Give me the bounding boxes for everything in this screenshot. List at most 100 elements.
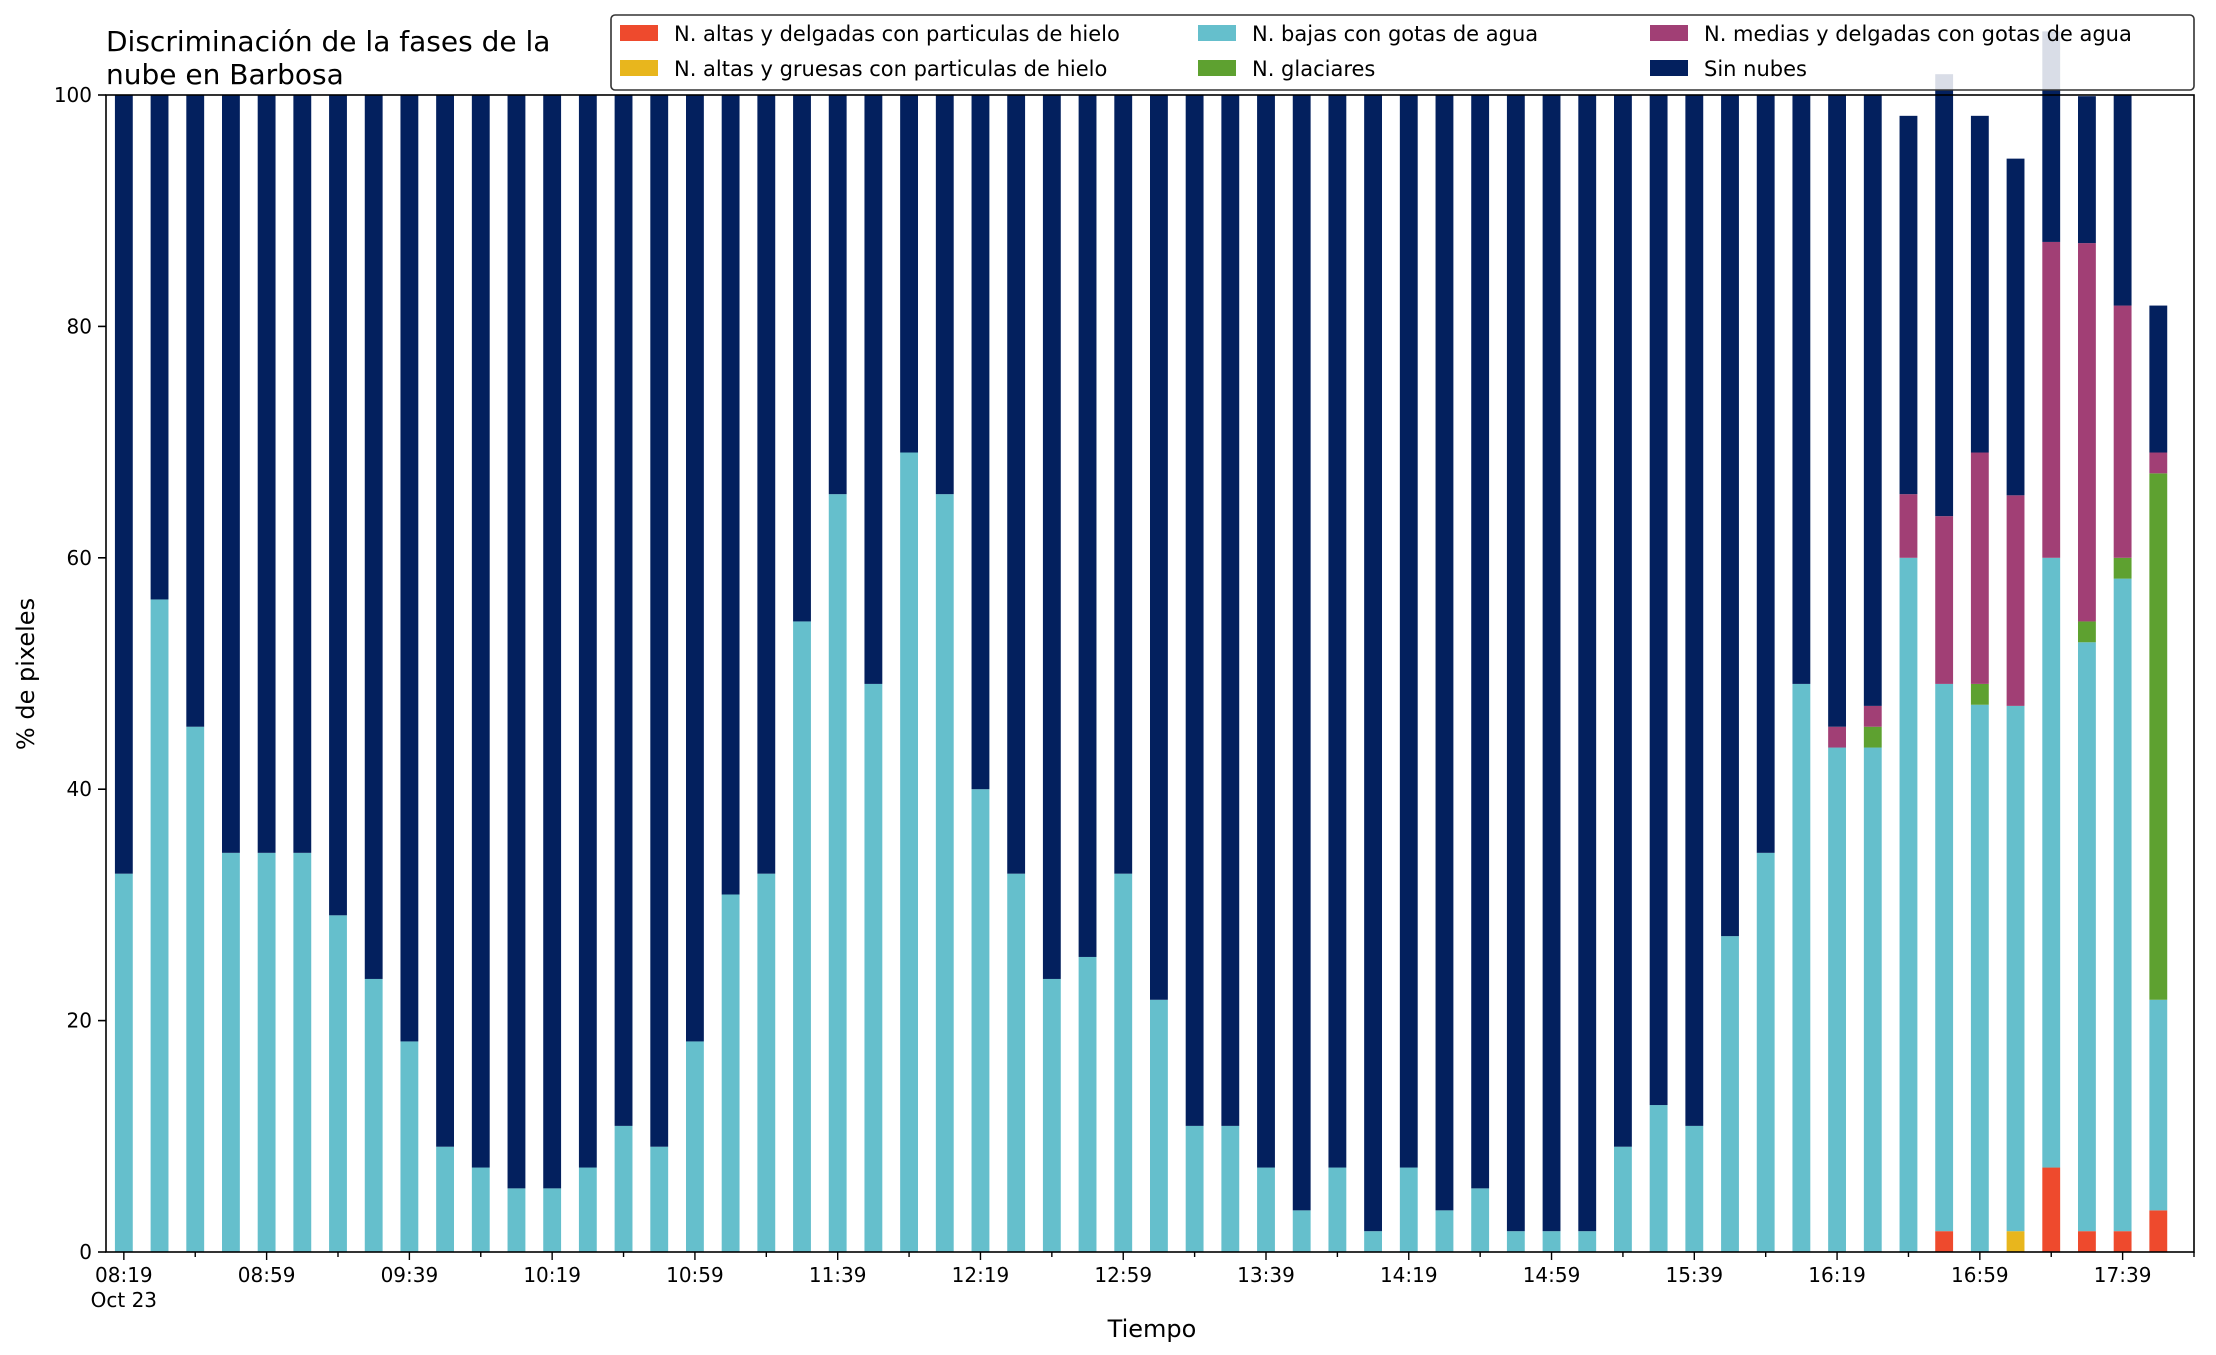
bar-segment	[1756, 852, 1775, 1252]
bar-segment	[971, 789, 990, 1252]
bar-segment	[222, 95, 240, 853]
bar-segment	[1292, 95, 1311, 1211]
bar-segment	[507, 95, 526, 1189]
chart-title-line-1: Discriminación de la fases de la	[106, 25, 550, 58]
bar-segment	[1649, 1105, 1668, 1252]
legend-box	[610, 14, 2195, 91]
legend-swatch	[1198, 25, 1236, 41]
bar-segment	[1935, 516, 1954, 684]
bar-segment	[2113, 578, 2132, 1232]
bar-segment	[1792, 683, 1811, 1252]
bar-segment	[935, 494, 954, 1252]
bar-segment	[1506, 95, 1525, 1232]
bar-segment	[186, 726, 205, 1252]
legend-label: N. bajas con gotas de agua	[1252, 22, 1538, 46]
bar-segment	[1114, 873, 1133, 1252]
bar-segment	[150, 95, 169, 600]
bar-segment	[1970, 683, 1989, 705]
bar-segment	[793, 95, 811, 622]
bar-segment	[1756, 95, 1775, 853]
bar-segment	[1150, 95, 1168, 1000]
bar-segment	[2006, 705, 2025, 1232]
bar-segment	[2149, 473, 2168, 1000]
bar-segment	[329, 95, 347, 916]
bar-segment	[650, 1146, 669, 1252]
x-tick-label: 14:19	[1380, 1263, 1438, 1287]
bar-segment	[1649, 95, 1668, 1106]
legend-swatch	[620, 60, 658, 76]
bar-segment	[1935, 1231, 1954, 1252]
legend-swatch	[1650, 60, 1688, 76]
bar-segment	[1007, 95, 1026, 874]
bar-segment	[1007, 873, 1026, 1252]
bar-segment	[1506, 1231, 1525, 1252]
x-tick-label: 10:19	[523, 1263, 581, 1287]
bar-segment	[436, 95, 454, 1147]
bar-segment	[1185, 1125, 1204, 1252]
bar-segment	[2006, 495, 2025, 706]
bar-segment	[2078, 1231, 2096, 1252]
bar-segment	[614, 95, 633, 1126]
bar-segment	[2113, 557, 2132, 579]
bar-segment	[1970, 452, 1989, 684]
bar-segment	[1685, 1125, 1704, 1252]
bar-segment	[1221, 95, 1240, 1126]
legend-label: N. glaciares	[1252, 57, 1375, 81]
bar-segment	[1042, 978, 1061, 1252]
bar-segment	[721, 95, 740, 895]
bar-segment	[2078, 96, 2096, 244]
bar-segment	[1685, 95, 1704, 1126]
bar-segment	[400, 95, 419, 1042]
bar-segment	[686, 95, 704, 1042]
x-tick-label: 16:59	[1951, 1263, 2009, 1287]
bar-segment	[471, 1167, 490, 1252]
x-tick-label: 09:39	[381, 1263, 439, 1287]
bar-segment	[935, 95, 954, 495]
bar-segment	[1328, 95, 1347, 1168]
bar-segment	[1042, 95, 1061, 979]
bar-segment	[2113, 305, 2132, 558]
bar-segment	[1863, 747, 1882, 1252]
bar-segment	[293, 852, 312, 1252]
bar-segment	[222, 852, 240, 1252]
bar-segment	[2006, 1231, 2025, 1252]
bar-segment	[2042, 1167, 2061, 1252]
bar-segment	[2113, 95, 2132, 306]
bar-segment	[1863, 705, 1882, 727]
x-tick-label: 16:19	[1808, 1263, 1866, 1287]
bar-segment	[329, 915, 347, 1252]
bar-segment	[114, 873, 133, 1252]
bar-segment	[1899, 494, 1918, 558]
bars-layer	[114, 31, 2168, 1252]
bar-segment	[1114, 95, 1133, 874]
bar-segment	[1542, 95, 1561, 1232]
bar-segment	[686, 1041, 704, 1252]
legend: N. altas y delgadas con particulas de hi…	[610, 14, 2195, 91]
x-axis-label: Tiempo	[1107, 1315, 1197, 1343]
bar-segment	[1150, 999, 1168, 1252]
x-tick-label: 14:59	[1523, 1263, 1581, 1287]
chart-title-line-2: nube en Barbosa	[106, 58, 344, 91]
chart-title: Discriminación de la fases de la nube en…	[106, 25, 550, 91]
bar-segment	[2006, 158, 2025, 496]
bar-segment	[257, 95, 276, 853]
bar-segment	[2113, 1231, 2132, 1252]
bar-segment	[150, 599, 169, 1252]
plot-frame	[105, 94, 2195, 1253]
bar-segment	[578, 1167, 597, 1252]
x-tick-label: 13:39	[1237, 1263, 1295, 1287]
y-tick-label: 20	[67, 1009, 92, 1033]
bar-segment	[971, 95, 990, 790]
bar-segment	[1471, 95, 1490, 1189]
bar-segment	[1328, 1167, 1347, 1252]
bar-segment	[364, 978, 383, 1252]
bar-segment	[793, 621, 811, 1252]
bar-segment	[2149, 305, 2168, 453]
bar-segment	[1364, 95, 1382, 1232]
bar-segment	[1257, 95, 1275, 1168]
x-tick-sublabel: Oct 23	[91, 1288, 157, 1312]
bar-segment	[543, 1188, 562, 1252]
bar-segment	[828, 95, 847, 495]
bar-segment	[1970, 704, 1989, 1252]
